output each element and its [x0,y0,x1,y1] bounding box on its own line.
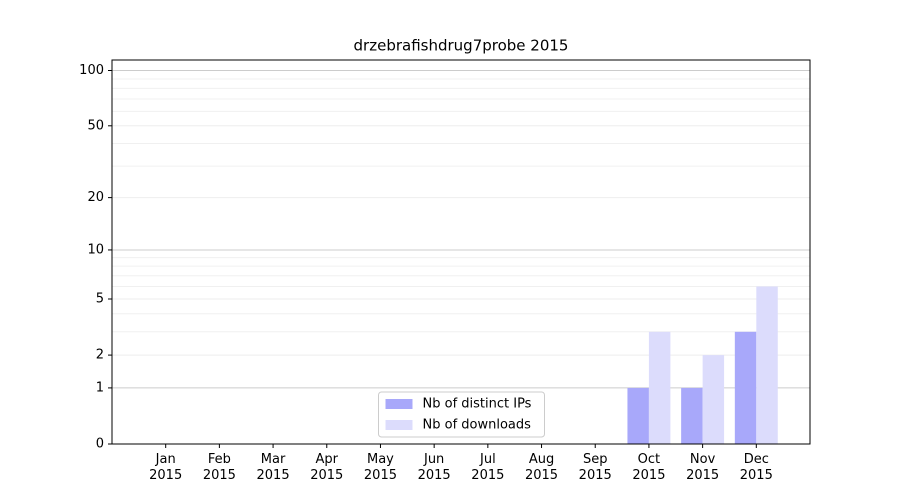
x-tick-label: Jun 2015 [417,452,451,483]
bar [681,387,703,444]
y-tick-label: 20 [87,190,104,205]
legend-swatch [385,420,413,430]
bar [734,331,757,444]
y-tick-label: 100 [79,63,104,78]
bar [756,286,778,444]
y-tick-label: 50 [87,118,104,133]
y-tick-label: 5 [96,291,104,306]
x-tick-label: Feb 2015 [202,452,236,483]
legend-box [378,391,545,438]
x-tick-label: Sep 2015 [578,452,612,483]
x-tick-label: Mar 2015 [256,452,290,483]
legend: Nb of distinct IPs Nb of downloads [378,391,545,438]
x-tick-label: Nov 2015 [686,452,720,483]
chart-title: drzebrafishdrug7probe 2015 [354,37,569,55]
x-tick-label: Oct 2015 [632,452,666,483]
legend-swatch [385,399,413,409]
plot-frame [111,59,811,445]
y-tick-label: 10 [87,242,104,257]
x-tick-label: Jul 2015 [471,452,505,483]
x-tick-label: Jan 2015 [149,452,183,483]
bar [648,331,671,444]
legend-label: Nb of downloads [423,418,532,433]
y-tick-label: 2 [96,348,104,363]
bar [702,355,725,444]
x-tick-label: May 2015 [363,452,397,483]
x-tick-label: Apr 2015 [310,452,344,483]
legend-label: Nb of distinct IPs [423,397,532,412]
x-tick-label: Aug 2015 [524,452,559,483]
y-tick-label: 0 [96,437,104,452]
bar [627,387,649,444]
y-tick-label: 1 [96,380,104,395]
x-tick-label: Dec 2015 [739,452,773,483]
